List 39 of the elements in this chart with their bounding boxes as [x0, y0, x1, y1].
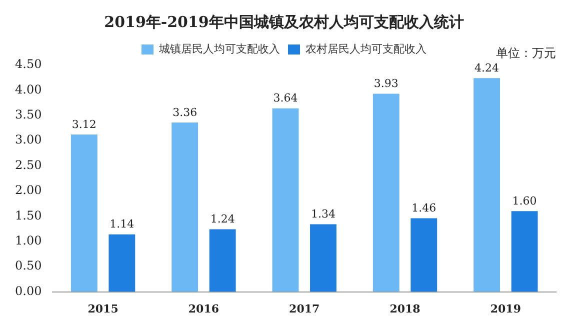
- data-label: 4.24: [474, 61, 500, 74]
- y-tick-label: 3.00: [15, 132, 42, 147]
- x-tick-label: 2018: [390, 302, 421, 316]
- bar: [372, 94, 400, 292]
- chart-title: 2019年-2019年中国城镇及农村人均可支配收入统计: [104, 12, 464, 31]
- x-tick-label: 2015: [88, 302, 118, 316]
- data-label: 1.14: [110, 218, 134, 231]
- data-label: 1.34: [310, 208, 336, 221]
- text: 单位：万元: [496, 46, 556, 60]
- bar: [108, 234, 136, 292]
- data-label: 1.24: [210, 212, 235, 226]
- y-tick-label: 0.00: [15, 284, 42, 298]
- y-tick-label: 2.50: [15, 158, 42, 172]
- x-tick-label: 2019: [490, 302, 521, 316]
- bar: [310, 224, 336, 292]
- legend-label: 农村居民人均可支配收入: [306, 42, 426, 56]
- data-label: 1.46: [412, 202, 436, 215]
- bar: [272, 108, 299, 292]
- legend-label: 城镇居民人均可支配收入: [158, 42, 280, 56]
- data-label: 3.36: [172, 106, 198, 119]
- y-tick-label: 1.50: [15, 208, 42, 222]
- bar: [511, 211, 538, 292]
- bar: [209, 229, 236, 292]
- y-tick-label: 2.00: [15, 183, 42, 198]
- y-tick-label: 4.50: [15, 57, 42, 72]
- y-tick-label: 3.50: [15, 108, 42, 122]
- y-tick-label: 0.50: [15, 258, 42, 273]
- bar: [172, 122, 198, 292]
- data-label: 1.60: [512, 194, 537, 208]
- data-label: 3.93: [374, 77, 398, 90]
- data-label: 3.64: [273, 92, 298, 105]
- bar: [474, 78, 500, 292]
- bar: [410, 218, 438, 292]
- data-label: 3.12: [72, 118, 96, 131]
- bar: [70, 134, 98, 292]
- y-tick-label: 1.00: [15, 234, 42, 248]
- x-tick-label: 2016: [188, 302, 220, 316]
- x-tick-label: 2017: [289, 302, 320, 316]
- y-tick-label: 4.00: [15, 82, 42, 96]
